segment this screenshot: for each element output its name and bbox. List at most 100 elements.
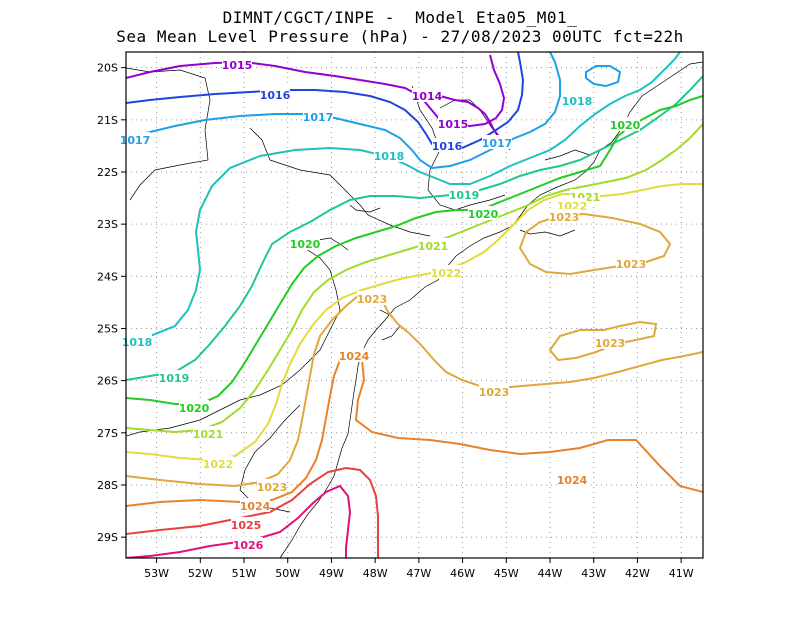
isobar-label-1015: 1015 — [222, 59, 253, 72]
isobar-label-1015: 1015 — [438, 118, 469, 131]
isobar-label-bg — [557, 198, 587, 212]
isobar-label-bg — [432, 138, 462, 152]
isobar-label-1024: 1024 — [339, 350, 370, 363]
isobar-label-1024: 1024 — [557, 474, 588, 487]
lon-tick-label: 45W — [494, 567, 519, 580]
isobar-label-bg — [557, 472, 587, 486]
isobar-label-1014: 1014 — [412, 90, 443, 103]
isobar-label-1020: 1020 — [290, 238, 321, 251]
isobar-label-bg — [233, 537, 263, 551]
isobar-label-1022: 1022 — [431, 267, 462, 280]
lon-tick-label: 42W — [625, 567, 650, 580]
isobar-label-bg — [412, 88, 442, 102]
chart-subtitle: Sea Mean Level Pressure (hPa) - 27/08/20… — [116, 27, 684, 46]
isobar-label-bg — [303, 109, 333, 123]
isobar-1021 — [126, 123, 703, 434]
lat-tick-label: 21S — [97, 114, 118, 127]
lat-tick-label: 22S — [97, 166, 118, 179]
isobar-label-1017: 1017 — [482, 137, 513, 150]
isobar-label-1023: 1023 — [257, 481, 288, 494]
isobar-label-bg — [357, 291, 387, 305]
isobar-1023 — [126, 292, 703, 488]
lat-tick-label: 23S — [97, 218, 118, 231]
lat-tick-label: 29S — [97, 531, 118, 544]
isobar-label-bg — [193, 426, 223, 440]
isobar-label-bg — [595, 335, 625, 349]
isobar-label-1018: 1018 — [374, 150, 405, 163]
isobar-1014 — [439, 95, 501, 139]
isobar-label-1016: 1016 — [260, 89, 291, 102]
isobar-label-bg — [418, 238, 448, 252]
isobar-1020 — [126, 95, 703, 405]
lon-tick-label: 47W — [406, 567, 431, 580]
isobar-1019 — [126, 75, 703, 381]
coastline — [126, 61, 703, 558]
isobar-1017 — [126, 52, 561, 170]
isobar-label-bg — [240, 498, 270, 512]
lon-tick-label: 49W — [319, 567, 344, 580]
isobar-label-bg — [449, 187, 479, 201]
lat-tick-label: 26S — [97, 375, 118, 388]
isobar-label-bg — [468, 206, 498, 220]
isobar-label-1023: 1023 — [549, 211, 580, 224]
isobar-label-bg — [179, 400, 209, 414]
isobar-label-bg — [479, 384, 509, 398]
isobar-label-bg — [260, 87, 290, 101]
isobar-label-bg — [482, 135, 512, 149]
lat-tick-label: 25S — [97, 322, 118, 335]
isobar-labels: 1014 1015 1015 1016 1016 1017 1017 1017 1018 1018… — [120, 57, 647, 552]
isobar-1023-cell2 — [548, 320, 658, 362]
isobar-label-bg — [231, 517, 261, 531]
lon-tick-label: 50W — [275, 567, 300, 580]
isobar-label-1023: 1023 — [595, 337, 626, 350]
lat-tick-label: 28S — [97, 479, 118, 492]
isobar-label-bg — [339, 348, 369, 362]
chart-title: DIMNT/CGCT/INPE - Model Eta05_M01_ — [222, 8, 578, 27]
isobar-1023-cell — [518, 212, 672, 276]
isobar-label-1019: 1019 — [159, 372, 190, 385]
isobar-label-bg — [562, 93, 592, 107]
isobar-label-bg — [616, 256, 646, 270]
isobar-label-1016: 1016 — [432, 140, 463, 153]
lon-tick-label: 52W — [188, 567, 213, 580]
isobar-label-1017: 1017 — [120, 134, 151, 147]
isobar-label-bg — [549, 209, 579, 223]
isobar-label-1022: 1022 — [203, 458, 234, 471]
isobar-1018 — [126, 52, 681, 341]
lat-tick-label: 27S — [97, 427, 118, 440]
isobar-label-1024: 1024 — [240, 500, 271, 513]
isobar-label-bg — [203, 456, 233, 470]
isobar-label-bg — [290, 236, 320, 250]
isobar-label-1023: 1023 — [357, 293, 388, 306]
isobar-label-bg — [374, 148, 404, 162]
isobar-label-1020: 1020 — [610, 119, 641, 132]
isobar-label-1023: 1023 — [616, 258, 647, 271]
isobar-label-1018: 1018 — [122, 336, 153, 349]
isobar-label-1020: 1020 — [179, 402, 210, 415]
isobar-label-1021: 1021 — [418, 240, 449, 253]
isobar-1025 — [126, 466, 379, 558]
isobar-label-1021: 1021 — [193, 428, 224, 441]
isobar-label-bg — [438, 116, 468, 130]
plot-frame — [125, 51, 704, 559]
isobar-label-bg — [159, 370, 189, 384]
isobar-label-bg — [122, 334, 152, 348]
isobar-1026 — [126, 484, 352, 558]
isobar-label-bg — [257, 479, 287, 493]
lon-tick-label: 41W — [669, 567, 694, 580]
isobar-label-1017: 1017 — [303, 111, 334, 124]
isobar-label-1025: 1025 — [231, 519, 262, 532]
isobar-1024 — [126, 350, 703, 507]
lat-tick-label: 24S — [97, 270, 118, 283]
isobar-label-bg — [222, 57, 252, 71]
isobar-label-bg — [610, 117, 640, 131]
lon-tick-label: 48W — [363, 567, 388, 580]
isobar-1016 — [126, 52, 525, 152]
isobar-label-1020: 1020 — [468, 208, 499, 221]
isobar-label-1026: 1026 — [233, 539, 264, 552]
isobar-1022 — [126, 183, 703, 462]
lon-tick-label: 44W — [538, 567, 563, 580]
isobar-label-1019: 1019 — [449, 189, 480, 202]
isobar-lines — [126, 52, 703, 558]
